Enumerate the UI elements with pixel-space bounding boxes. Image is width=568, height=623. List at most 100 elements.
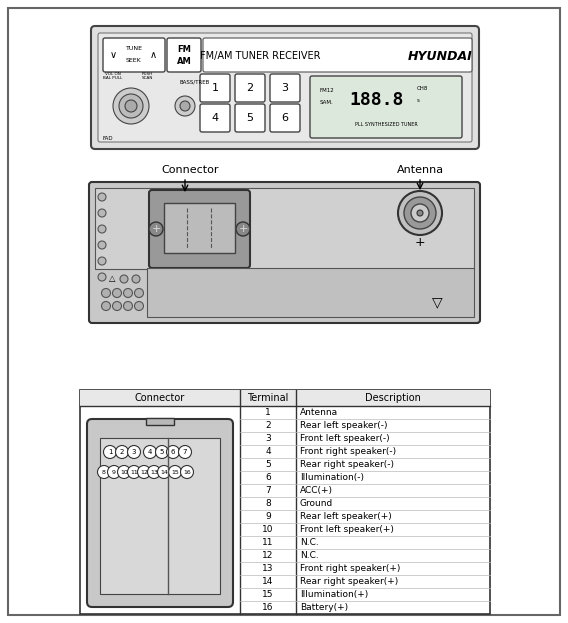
Text: Ground: Ground [300,499,333,508]
FancyBboxPatch shape [167,38,201,72]
Circle shape [98,257,106,265]
Text: 1: 1 [108,449,112,455]
Circle shape [112,302,122,310]
FancyBboxPatch shape [103,38,165,72]
Circle shape [166,445,179,459]
Text: VOL ON
BAL PULL: VOL ON BAL PULL [103,72,123,80]
Circle shape [178,445,191,459]
Text: 188.8: 188.8 [350,91,404,109]
Circle shape [112,288,122,298]
Circle shape [135,288,144,298]
Circle shape [98,225,106,233]
Circle shape [180,101,190,111]
Circle shape [125,100,137,112]
Text: 6: 6 [265,473,271,482]
Text: Battery(+): Battery(+) [300,603,348,612]
Text: SEEK: SEEK [126,57,142,62]
Text: 3: 3 [265,434,271,443]
Circle shape [169,465,182,478]
Circle shape [404,197,436,229]
Text: Front right speaker(-): Front right speaker(-) [300,447,396,456]
Text: +: + [415,237,425,249]
Text: 6: 6 [282,113,289,123]
Circle shape [132,275,140,283]
Text: 6: 6 [171,449,176,455]
Text: SAM.: SAM. [320,100,334,105]
Circle shape [119,94,143,118]
FancyBboxPatch shape [203,38,472,72]
Text: Description: Description [365,393,421,403]
Text: TUNE: TUNE [126,45,143,50]
Text: ▽: ▽ [432,295,442,309]
Text: 3: 3 [282,83,289,93]
Circle shape [98,193,106,201]
Text: 12: 12 [262,551,274,560]
Text: +: + [151,224,161,234]
Text: 14: 14 [160,470,168,475]
Text: BASS/TREB: BASS/TREB [180,80,210,85]
Text: △: △ [108,275,115,283]
FancyBboxPatch shape [235,74,265,102]
Text: HYUNDAI: HYUNDAI [408,49,473,62]
Text: 2: 2 [265,421,271,430]
Text: 14: 14 [262,577,274,586]
Circle shape [98,465,111,478]
Text: Rear left speaker(+): Rear left speaker(+) [300,512,392,521]
Text: 4: 4 [265,447,271,456]
Text: 2: 2 [120,449,124,455]
Text: 9: 9 [112,470,116,475]
FancyBboxPatch shape [270,104,300,132]
FancyBboxPatch shape [200,104,230,132]
Text: FAD: FAD [103,135,113,141]
Circle shape [181,465,194,478]
Text: 2: 2 [247,83,253,93]
Text: 10: 10 [120,470,128,475]
Circle shape [135,302,144,310]
Text: FM: FM [177,45,191,54]
Text: 12: 12 [140,470,148,475]
Circle shape [115,445,128,459]
Bar [146,418,174,425]
Circle shape [127,445,140,459]
Text: 13: 13 [262,564,274,573]
Circle shape [123,288,132,298]
Text: 3: 3 [132,449,136,455]
Circle shape [157,465,170,478]
Text: 13: 13 [150,470,158,475]
Circle shape [156,445,169,459]
Text: 7: 7 [183,449,187,455]
Bar [100,438,220,594]
Text: PUSH
SCAN: PUSH SCAN [141,72,153,80]
FancyBboxPatch shape [87,419,233,607]
Text: ∨: ∨ [110,50,117,60]
Text: 1: 1 [265,408,271,417]
Text: FM12: FM12 [320,87,335,92]
Bar [80,390,490,614]
FancyBboxPatch shape [149,190,250,268]
FancyBboxPatch shape [235,104,265,132]
Circle shape [123,302,132,310]
Circle shape [107,465,120,478]
Text: FM/AM TUNER RECEIVER: FM/AM TUNER RECEIVER [200,51,320,61]
Text: 15: 15 [262,590,274,599]
Circle shape [102,288,111,298]
Circle shape [118,465,131,478]
Circle shape [102,302,111,310]
Text: 5: 5 [247,113,253,123]
Text: Rear right speaker(-): Rear right speaker(-) [300,460,394,469]
Circle shape [127,465,140,478]
Text: 5: 5 [265,460,271,469]
FancyBboxPatch shape [310,76,462,138]
Text: 4: 4 [211,113,219,123]
Circle shape [113,88,149,124]
Text: Connector: Connector [135,393,185,403]
Circle shape [175,96,195,116]
Bar [164,203,235,253]
Bar [80,390,490,406]
Text: s: s [417,98,420,103]
Text: AM: AM [177,57,191,65]
Text: Front left speaker(-): Front left speaker(-) [300,434,390,443]
Text: Illumination(+): Illumination(+) [300,590,368,599]
FancyBboxPatch shape [89,182,480,323]
Circle shape [103,445,116,459]
